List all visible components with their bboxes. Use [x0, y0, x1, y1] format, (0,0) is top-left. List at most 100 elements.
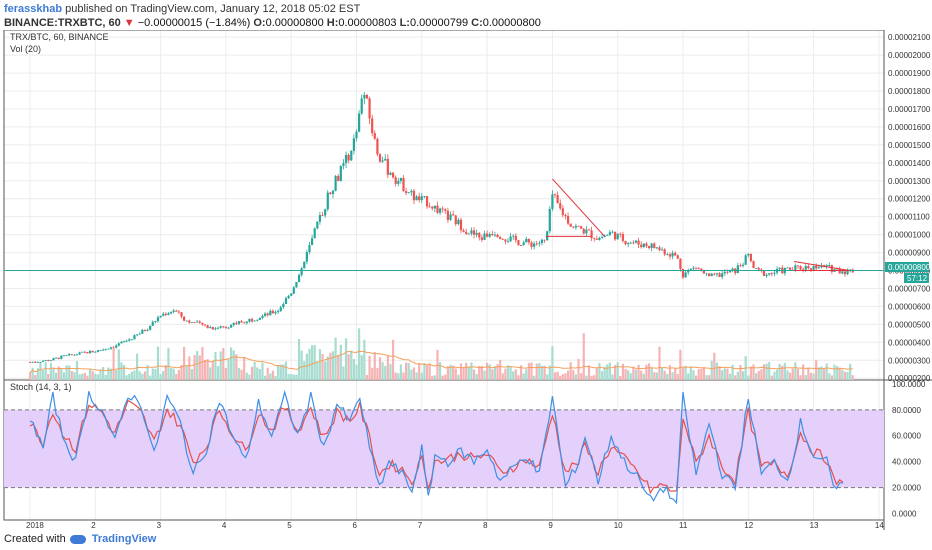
candle-body — [423, 196, 426, 197]
volume-bar — [117, 349, 120, 380]
candle-body — [196, 321, 199, 323]
chart-area[interactable]: 0.00002100 0.00002000 0.00001900 0.00001800… — [0, 30, 932, 530]
price-tick-label: 0.00002000 — [888, 51, 931, 60]
candle-body — [183, 316, 186, 321]
volume-bar — [339, 344, 342, 380]
candle-body — [760, 269, 763, 271]
volume-bar — [616, 362, 619, 380]
volume-bar — [209, 367, 212, 380]
symbol-line: BINANCE:TRXBTC, 60 — [4, 17, 121, 29]
candle-body — [702, 270, 705, 274]
price-tick-label: 0.00001400 — [888, 159, 931, 168]
candle-body — [462, 230, 465, 232]
volume-bar — [151, 368, 154, 380]
volume-bar — [399, 364, 403, 380]
candle-body — [402, 178, 405, 192]
candle-body — [198, 321, 201, 323]
volume-bar — [624, 368, 627, 380]
volume-bar — [666, 373, 669, 380]
candle-body — [149, 325, 152, 330]
volume-bar — [692, 370, 695, 380]
volume-bar — [224, 367, 227, 380]
candle-body — [308, 245, 311, 253]
candle-body — [436, 205, 439, 213]
volume-bar — [219, 351, 222, 380]
volume-bar — [159, 374, 162, 380]
author-link[interactable]: ferasskhab — [4, 3, 63, 15]
volume-bar — [514, 369, 517, 380]
candle-body — [83, 351, 86, 353]
volume-bar — [201, 347, 204, 380]
volume-bar — [36, 368, 39, 380]
candle-body — [723, 271, 726, 274]
volume-bar — [770, 375, 773, 380]
candle-body — [135, 334, 139, 336]
candle-body — [611, 231, 614, 233]
candle-body — [214, 328, 217, 330]
volume-bar — [593, 375, 596, 380]
trend-lines[interactable] — [545, 178, 850, 272]
candle-body — [645, 243, 648, 247]
candle-body — [496, 234, 499, 238]
volume-bar — [499, 360, 502, 380]
volume-bar — [107, 367, 110, 380]
volume-bar — [70, 370, 73, 380]
countdown-badge-text: 57:12 — [907, 274, 928, 283]
volume-bar — [68, 365, 71, 380]
volume-bar — [425, 365, 429, 380]
open-label: O: — [253, 17, 266, 29]
close-value: 0.00000800 — [482, 17, 541, 29]
volume-bar — [284, 361, 288, 380]
candle-body — [812, 265, 815, 270]
candle-body — [190, 322, 194, 324]
volume-bar — [708, 375, 711, 380]
price-tick-label: 0.00001700 — [888, 105, 931, 114]
volume-bar — [88, 369, 92, 380]
tradingview-brand[interactable]: TradingView — [91, 533, 157, 545]
volume-bar — [402, 372, 405, 380]
price-tick-label: 0.00001600 — [888, 123, 931, 132]
volume-bar — [206, 359, 209, 380]
candle-body — [164, 313, 167, 315]
candle-body — [747, 253, 750, 256]
candle-body — [721, 273, 724, 277]
volume-bar — [561, 374, 564, 380]
candle-body — [700, 268, 703, 271]
volume-bar — [397, 373, 400, 380]
volume-bar — [661, 367, 664, 380]
candle-body — [138, 333, 141, 335]
price-tick-label: 0.00001200 — [888, 195, 931, 204]
volume-bar — [496, 364, 499, 380]
volume-bar — [527, 363, 530, 380]
volume-bar — [749, 366, 753, 380]
volume-bar — [462, 367, 465, 380]
candle-body — [681, 268, 685, 278]
price-tick-label: 0.00000400 — [888, 338, 931, 347]
candle-body — [68, 354, 71, 356]
volume-bar — [167, 347, 170, 380]
candle-body — [809, 268, 813, 270]
volume-bar — [700, 368, 703, 380]
candle-body — [222, 326, 225, 328]
volume-bar — [452, 365, 455, 380]
price-tick-label: 0.00000600 — [888, 302, 931, 311]
candle-body — [31, 361, 34, 363]
volume-bar — [75, 361, 79, 380]
candle-body — [613, 231, 617, 240]
volume-bar — [459, 363, 463, 380]
volume-bar — [577, 358, 580, 380]
candle-body — [569, 223, 572, 227]
time-tick-label: 3 — [157, 521, 162, 530]
candle-body — [493, 234, 497, 236]
stoch-axis[interactable]: 100.0000 80.0000 60.0000 40.0000 20.0000 0.00… — [892, 380, 926, 519]
volume-bar — [428, 363, 431, 380]
tradingview-logo-icon — [69, 534, 86, 544]
volume-bar — [381, 362, 384, 380]
volume-bar — [480, 365, 483, 380]
candle-body — [266, 313, 269, 316]
volume-bar — [488, 364, 491, 380]
candle-body — [807, 266, 810, 269]
volume-bar — [843, 371, 847, 380]
volume-bar — [815, 360, 818, 380]
time-axis[interactable]: 2018 2 3 4 5 6 7 8 9 10 11 12 13 14 — [26, 521, 884, 530]
